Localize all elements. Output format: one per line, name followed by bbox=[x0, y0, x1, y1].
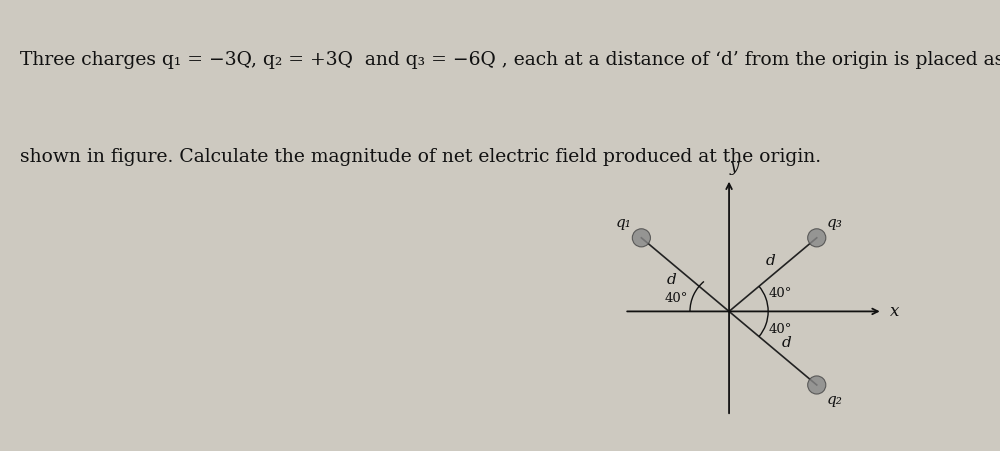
Text: 40°: 40° bbox=[769, 287, 792, 300]
Text: d: d bbox=[765, 253, 775, 267]
Text: Three charges q₁ = −3Q, q₂ = +3Q  and q₃ = −6Q , each at a distance of ‘d’ from : Three charges q₁ = −3Q, q₂ = +3Q and q₃ … bbox=[20, 51, 1000, 69]
Circle shape bbox=[808, 229, 826, 247]
Text: q₁: q₁ bbox=[616, 216, 632, 230]
Text: q₃: q₃ bbox=[826, 216, 842, 230]
Text: x: x bbox=[890, 303, 899, 320]
Text: q₂: q₂ bbox=[826, 393, 842, 407]
Text: d: d bbox=[667, 273, 677, 287]
Circle shape bbox=[632, 229, 650, 247]
Text: shown in figure. Calculate the magnitude of net electric field produced at the o: shown in figure. Calculate the magnitude… bbox=[20, 148, 821, 166]
Circle shape bbox=[808, 376, 826, 394]
Text: 40°: 40° bbox=[664, 292, 688, 305]
Text: d: d bbox=[781, 336, 791, 350]
Text: y: y bbox=[730, 157, 739, 175]
Text: 40°: 40° bbox=[769, 323, 792, 336]
